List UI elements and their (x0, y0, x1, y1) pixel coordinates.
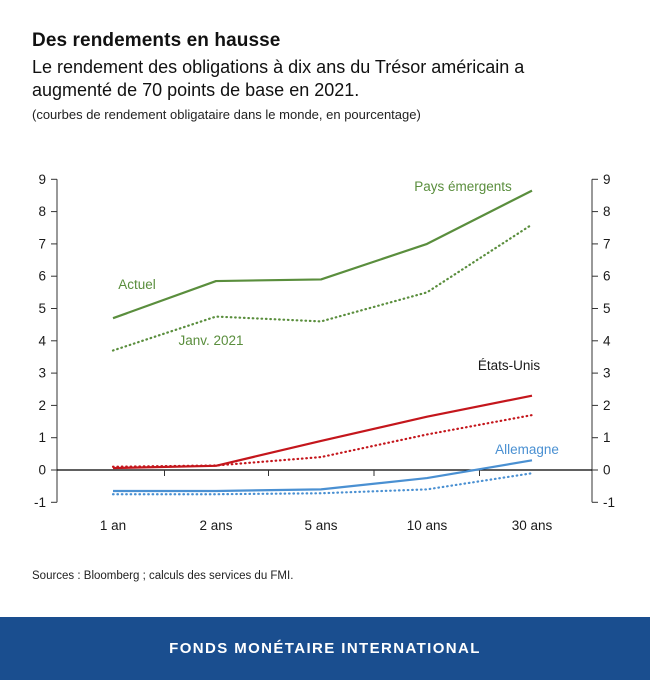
y-axes: -1 -1 0 0 1 1 2 2 3 3 4 4 5 5 6 6 7 7 8 8 9 9 (34, 172, 615, 510)
y-tick-label-left: 0 (38, 463, 46, 478)
chart-subtitle: Le rendement des obligations à dix ans d… (32, 57, 525, 101)
brand-footer-text: FONDS MONÉTAIRE INTERNATIONAL (169, 640, 481, 657)
page-title: Des rendements en hausse (32, 30, 281, 51)
y-tick-label-left: 5 (38, 301, 46, 316)
y-tick-label-right: 3 (603, 366, 611, 381)
y-tick-label-left: 8 (38, 204, 46, 219)
series-line-allemagne-janv-2021 (111, 472, 534, 496)
series-label-janv-2021: Janv. 2021 (178, 333, 243, 348)
y-tick-label-left: 3 (38, 366, 46, 381)
y-tick-label-left: 4 (38, 333, 46, 348)
series-line-pays-mergents-actuel (112, 189, 533, 320)
sources-text: Sources : Bloomberg ; calculs des servic… (32, 570, 294, 582)
y-tick-label-right: 6 (603, 269, 611, 284)
y-tick-label-right: 4 (603, 333, 611, 348)
y-tick-label-right: 7 (603, 236, 611, 251)
x-category-label: 1 an (100, 518, 126, 533)
y-tick-label-right: 0 (603, 463, 611, 478)
x-category-label: 30 ans (512, 518, 553, 533)
y-tick-label-left: 1 (38, 430, 46, 445)
y-tick-label-right: 8 (603, 204, 611, 219)
series-line--tats-unis-janv-2021 (111, 413, 534, 468)
y-tick-label-right: -1 (603, 495, 615, 510)
series-line-pays-mergents-janv-2021 (111, 223, 534, 352)
y-tick-label-right: 1 (603, 430, 611, 445)
yield-curves-svg: -1 -1 0 0 1 1 2 2 3 3 4 4 5 5 6 6 7 7 8 8 9 9 1 an 2 ans 5 ans 10… (34, 172, 615, 533)
x-category-label: 5 ans (304, 518, 337, 533)
yield-curves-chart: -1 -1 0 0 1 1 2 2 3 3 4 4 5 5 6 6 7 7 8 8 9 9 1 an 2 ans 5 ans 10… (0, 150, 650, 560)
y-tick-label-left: -1 (34, 495, 46, 510)
brand-footer-bar: FONDS MONÉTAIRE INTERNATIONAL (0, 617, 650, 680)
x-axis: 1 an 2 ans 5 ans 10 ans 30 ans (100, 470, 553, 533)
series-label-pays-mergents: Pays émergents (414, 179, 512, 194)
series-label--tats-unis: États-Unis (478, 358, 541, 373)
y-tick-label-right: 9 (603, 172, 611, 187)
chart-unit-note: (courbes de rendement obligataire dans l… (32, 106, 421, 122)
y-tick-label-left: 7 (38, 236, 46, 251)
x-category-label: 10 ans (407, 518, 448, 533)
series-line-allemagne-actuel (113, 459, 533, 493)
series-label-actuel: Actuel (118, 277, 156, 292)
x-category-label: 2 ans (199, 518, 232, 533)
chart-header: Des rendements en hausse Le rendement de… (32, 30, 617, 122)
y-tick-label-left: 6 (38, 269, 46, 284)
y-tick-label-right: 2 (603, 398, 611, 413)
y-tick-label-right: 5 (603, 301, 611, 316)
series-label-allemagne: Allemagne (495, 442, 559, 457)
y-tick-label-left: 2 (38, 398, 46, 413)
y-tick-label-left: 9 (38, 172, 46, 187)
series-line--tats-unis-actuel (112, 394, 533, 470)
